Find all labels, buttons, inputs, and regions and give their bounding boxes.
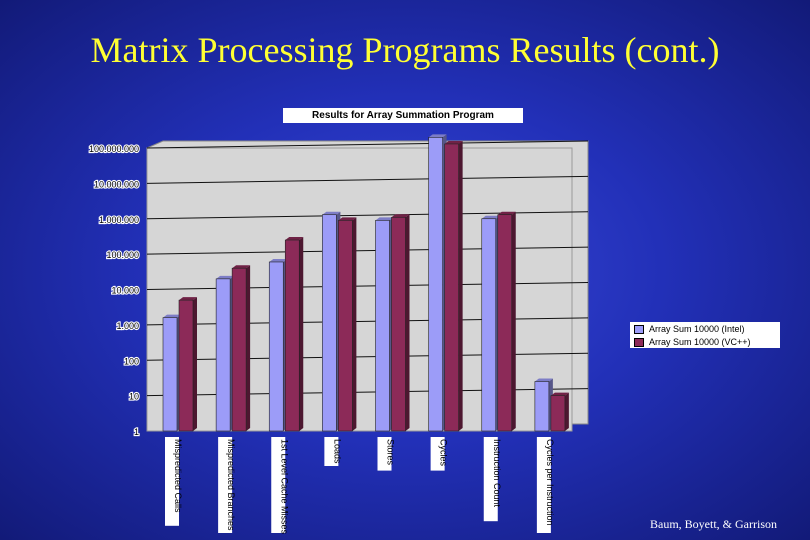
y-tick-label: 10.000: [111, 286, 139, 296]
bar-side: [564, 392, 569, 431]
chart-title: Results for Array Summation Program: [283, 108, 523, 123]
bar: [215, 278, 231, 432]
legend-label-vc: Array Sum 10000 (VC++): [649, 337, 751, 347]
bar-side: [193, 297, 197, 431]
x-tick-label: Mispredicted Calls: [173, 439, 183, 513]
x-tick-label-bg: [271, 437, 286, 533]
bar-top: [179, 297, 197, 301]
x-tick-label: Loads: [332, 439, 342, 464]
x-tick-label-bg: [218, 437, 233, 533]
legend-item-intel: Array Sum 10000 (Intel): [630, 323, 780, 335]
bar: [444, 143, 459, 432]
y-tick-label: 10: [129, 392, 139, 402]
legend-item-vc: Array Sum 10000 (VC++): [630, 336, 780, 348]
x-tick-label: Cycles: [439, 439, 449, 467]
bar: [178, 299, 194, 432]
bar: [391, 216, 406, 432]
bar: [428, 137, 443, 432]
bar: [268, 261, 284, 432]
y-tick-label: 100: [124, 356, 139, 366]
bar-side: [352, 217, 357, 431]
bar-top: [428, 134, 447, 138]
bar: [284, 239, 300, 432]
y-tick-label: 1.000: [116, 321, 139, 331]
slide-footer: Baum, Boyett, & Garrison: [650, 517, 777, 531]
legend-label-intel: Array Sum 10000 (Intel): [649, 324, 745, 334]
bar-side: [299, 237, 304, 431]
bar: [375, 220, 390, 432]
bar-top: [322, 211, 341, 215]
y-tick-label: 10.000.000: [94, 179, 139, 189]
bar-top: [550, 392, 569, 396]
bar-top: [534, 378, 553, 382]
legend-swatch-vc: [634, 337, 644, 347]
x-tick-label: 1st Level Cache Misses: [279, 439, 289, 535]
y-tick-label: 100.000.000: [89, 144, 139, 154]
x-tick-label: Instruction Count: [492, 439, 502, 508]
bar: [338, 220, 353, 432]
bar-top: [216, 275, 235, 279]
bar: [162, 317, 178, 432]
y-tick-label: 1: [134, 427, 139, 437]
bar-side: [246, 265, 251, 431]
slide-title: Matrix Processing Programs Results (cont…: [90, 30, 720, 70]
bar: [497, 214, 513, 432]
bar-top: [269, 258, 288, 262]
x-tick-label-bg: [165, 437, 179, 526]
bar-top: [338, 217, 357, 221]
x-tick-label-bg: [536, 437, 551, 533]
bar-top: [444, 140, 463, 144]
bar-top: [285, 237, 304, 241]
x-tick-label-bg: [377, 437, 392, 471]
x-tick-label-bg: [483, 437, 498, 522]
bar-top: [232, 265, 251, 269]
bar-top: [481, 215, 500, 219]
legend-swatch-intel: [634, 324, 644, 334]
bar: [550, 395, 566, 432]
bar: [534, 381, 550, 432]
y-tick-label: 1.000.000: [99, 215, 139, 225]
x-tick-label-bg: [324, 437, 339, 466]
x-tick-label: Cycles per Instruction: [545, 439, 555, 526]
bar-top: [497, 211, 516, 215]
bar: [481, 218, 497, 432]
bar-side: [405, 214, 410, 431]
x-tick-label: Stores: [386, 439, 396, 466]
x-tick-label-bg: [430, 437, 445, 471]
y-tick-label: 100.000: [106, 250, 139, 260]
x-tick-label: Mispredicted Branches: [226, 439, 236, 531]
bar-top: [375, 217, 394, 221]
bar-top: [391, 214, 410, 218]
bar-side: [458, 140, 463, 432]
chart-legend: Array Sum 10000 (Intel) Array Sum 10000 …: [630, 322, 780, 348]
bar: [231, 267, 247, 432]
gridline: [146, 175, 589, 184]
gridline: [146, 140, 589, 149]
bar: [322, 214, 337, 432]
bar-side: [511, 211, 516, 431]
bar-top: [163, 314, 181, 318]
